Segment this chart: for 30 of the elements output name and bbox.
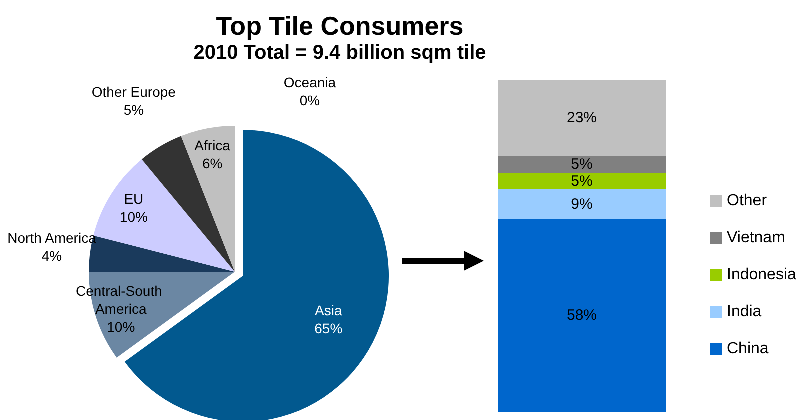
slice-label: Asia	[315, 302, 342, 319]
legend-label: Indonesia	[727, 266, 796, 284]
legend-label: China	[727, 340, 769, 358]
category-label: Oceania	[284, 74, 336, 90]
bar	[498, 219, 666, 412]
data-label: 4%	[42, 248, 62, 264]
data-label: 9%	[571, 196, 593, 213]
data-label: 5%	[571, 156, 593, 174]
data-label: 10%	[107, 318, 136, 335]
data-label: 10%	[120, 208, 148, 225]
data-label: 5%	[124, 102, 144, 118]
legend-label: Vietnam	[727, 230, 786, 246]
slice-label: EU	[124, 190, 144, 207]
chart-title: Top Tile Consumers	[216, 11, 464, 41]
legend-label: Other	[727, 192, 768, 210]
data-label: 65%	[314, 320, 343, 337]
legend-label: India	[727, 304, 762, 320]
data-label: 23%	[566, 110, 598, 127]
data-label: 5%	[571, 172, 593, 190]
chart-subtitle: 2010 Total = 9.4 billion sqm tile	[194, 42, 486, 64]
text: 0%	[300, 92, 320, 108]
bar	[498, 156, 666, 173]
slice-label: North America	[8, 230, 97, 246]
slice-label: Other Europe	[92, 84, 176, 100]
slice-label: Africa	[194, 137, 231, 154]
bar	[498, 172, 666, 190]
data-label: 6%	[202, 155, 223, 172]
bar	[498, 190, 666, 220]
data-label: 58%	[566, 307, 598, 324]
bar	[498, 80, 666, 156]
